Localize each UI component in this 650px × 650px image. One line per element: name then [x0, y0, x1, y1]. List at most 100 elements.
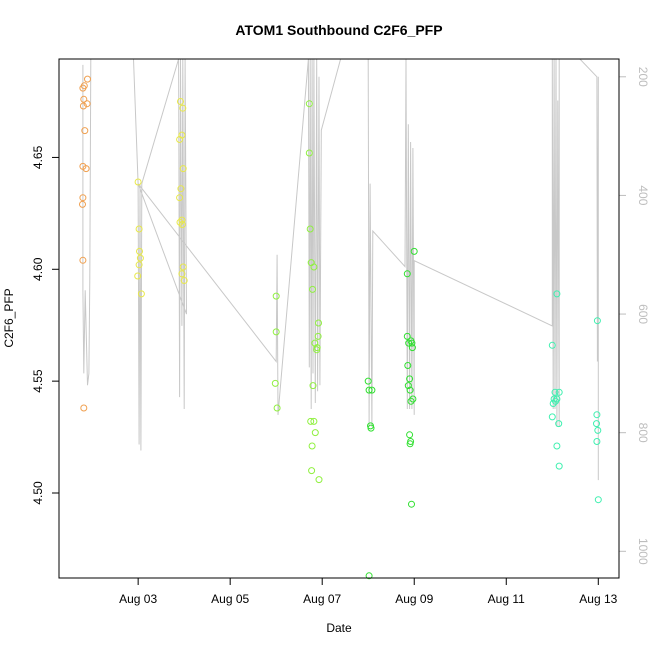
data-point-s1-0 — [134, 178, 142, 186]
data-point-s3-14 — [404, 382, 412, 390]
x-tick-label-2: Aug 07 — [303, 592, 341, 606]
data-point-s4-0 — [553, 290, 561, 298]
data-point-s4-10 — [553, 442, 561, 450]
data-point-s0-9 — [79, 194, 87, 202]
data-point-s4-14 — [593, 420, 600, 428]
data-point-s1-19 — [180, 277, 188, 284]
data-point-s1-11 — [179, 165, 187, 173]
data-point-s3-10 — [408, 339, 416, 347]
data-point-s1-1 — [135, 225, 143, 233]
x-tick-label-0: Aug 03 — [119, 592, 157, 606]
right-tick-label-1: 400 — [636, 185, 650, 205]
data-point-s3-16 — [409, 395, 417, 403]
data-point-s0-6 — [81, 127, 89, 135]
y-tick-label-0: 4.50 — [31, 481, 45, 505]
data-point-s2-15 — [309, 382, 317, 390]
data-point-s1-17 — [179, 263, 187, 271]
data-point-s4-13 — [593, 411, 601, 419]
data-point-s4-9 — [555, 420, 563, 428]
right-tick-label-3: 800 — [636, 423, 650, 443]
y-axis-label: C2F6_PFP — [2, 288, 16, 347]
data-point-s1-18 — [178, 270, 186, 278]
data-point-s3-5 — [365, 572, 373, 580]
data-point-s3-4 — [367, 424, 375, 432]
data-point-s2-11 — [314, 332, 322, 340]
data-point-s3-13 — [406, 375, 414, 383]
right-tick-label-2: 600 — [636, 304, 650, 324]
data-point-s4-8 — [548, 413, 556, 421]
data-point-s3-20 — [406, 440, 414, 448]
data-point-s3-21 — [408, 500, 415, 508]
data-point-s2-0 — [272, 292, 280, 300]
data-point-s1-3 — [136, 254, 144, 262]
data-point-s4-17 — [594, 496, 602, 504]
data-point-s4-1 — [548, 341, 556, 349]
points-layer — [79, 75, 602, 580]
data-point-s4-16 — [593, 438, 601, 445]
x-tick-label-5: Aug 13 — [579, 592, 617, 606]
data-point-s3-2 — [368, 386, 376, 394]
data-point-s3-12 — [404, 362, 412, 369]
data-point-s0-5 — [83, 100, 91, 108]
right-tick-label-0: 200 — [636, 67, 650, 87]
right-axis-line-layer — [82, 58, 599, 481]
data-point-s4-11 — [555, 462, 563, 470]
data-point-s2-18 — [311, 429, 319, 437]
data-point-s2-1 — [272, 328, 280, 336]
data-point-s2-3 — [273, 404, 281, 412]
x-tick-label-4: Aug 11 — [488, 592, 525, 606]
data-point-s2-2 — [271, 379, 279, 387]
data-point-s1-6 — [137, 290, 145, 298]
data-point-s2-16 — [307, 417, 315, 425]
data-point-s0-11 — [79, 256, 87, 264]
data-point-s0-1 — [80, 82, 88, 90]
data-point-s2-8 — [310, 263, 318, 271]
data-point-s3-6 — [403, 270, 411, 278]
data-point-s1-8 — [179, 104, 187, 112]
right-axis-series-line — [82, 58, 599, 481]
data-point-s1-13 — [176, 194, 184, 202]
data-point-s4-2 — [551, 388, 559, 396]
data-point-s3-15 — [406, 386, 414, 394]
data-point-s1-7 — [177, 98, 184, 105]
data-point-s2-10 — [315, 319, 322, 327]
data-point-s2-17 — [310, 417, 318, 425]
data-point-s3-8 — [405, 339, 413, 347]
data-point-s4-15 — [594, 426, 602, 434]
data-point-s4-3 — [555, 388, 563, 396]
data-point-s2-5 — [305, 149, 313, 157]
data-point-s4-12 — [593, 317, 601, 325]
data-point-s1-10 — [176, 136, 184, 143]
data-point-s3-7 — [403, 332, 411, 340]
y-tick-label-1: 4.55 — [31, 369, 45, 393]
data-point-s2-20 — [308, 467, 316, 475]
data-point-s0-8 — [82, 165, 90, 173]
x-tick-label-3: Aug 09 — [395, 592, 433, 606]
data-point-s1-5 — [134, 272, 142, 280]
data-point-s1-2 — [136, 247, 143, 255]
data-point-s4-6 — [549, 400, 557, 407]
x-tick-label-1: Aug 05 — [211, 592, 249, 606]
data-point-s2-21 — [315, 476, 323, 484]
data-point-s1-15 — [176, 218, 184, 226]
data-point-s3-17 — [407, 397, 415, 405]
data-point-s2-19 — [308, 442, 316, 450]
data-point-s3-18 — [406, 431, 414, 439]
data-point-s2-4 — [305, 100, 313, 108]
data-point-s0-4 — [84, 75, 91, 83]
data-point-s1-12 — [177, 185, 185, 193]
right-tick-label-4: 1000 — [636, 538, 650, 565]
axes-layer: Aug 03 Aug 05 Aug 07 Aug 09 Aug 11 Aug 13 4.50… — [31, 67, 650, 606]
plot-frame — [58, 58, 620, 579]
data-point-s0-3 — [79, 102, 87, 110]
data-point-s3-11 — [408, 344, 416, 352]
y-tick-label-2: 4.60 — [31, 257, 45, 281]
data-point-s3-22 — [410, 247, 418, 255]
x-axis-label: Date — [326, 621, 352, 635]
data-point-s0-12 — [80, 404, 88, 412]
data-point-s1-4 — [135, 261, 143, 269]
y-tick-label-3: 4.65 — [31, 145, 45, 169]
chart-title: ATOM1 Southbound C2F6_PFP — [235, 22, 442, 38]
